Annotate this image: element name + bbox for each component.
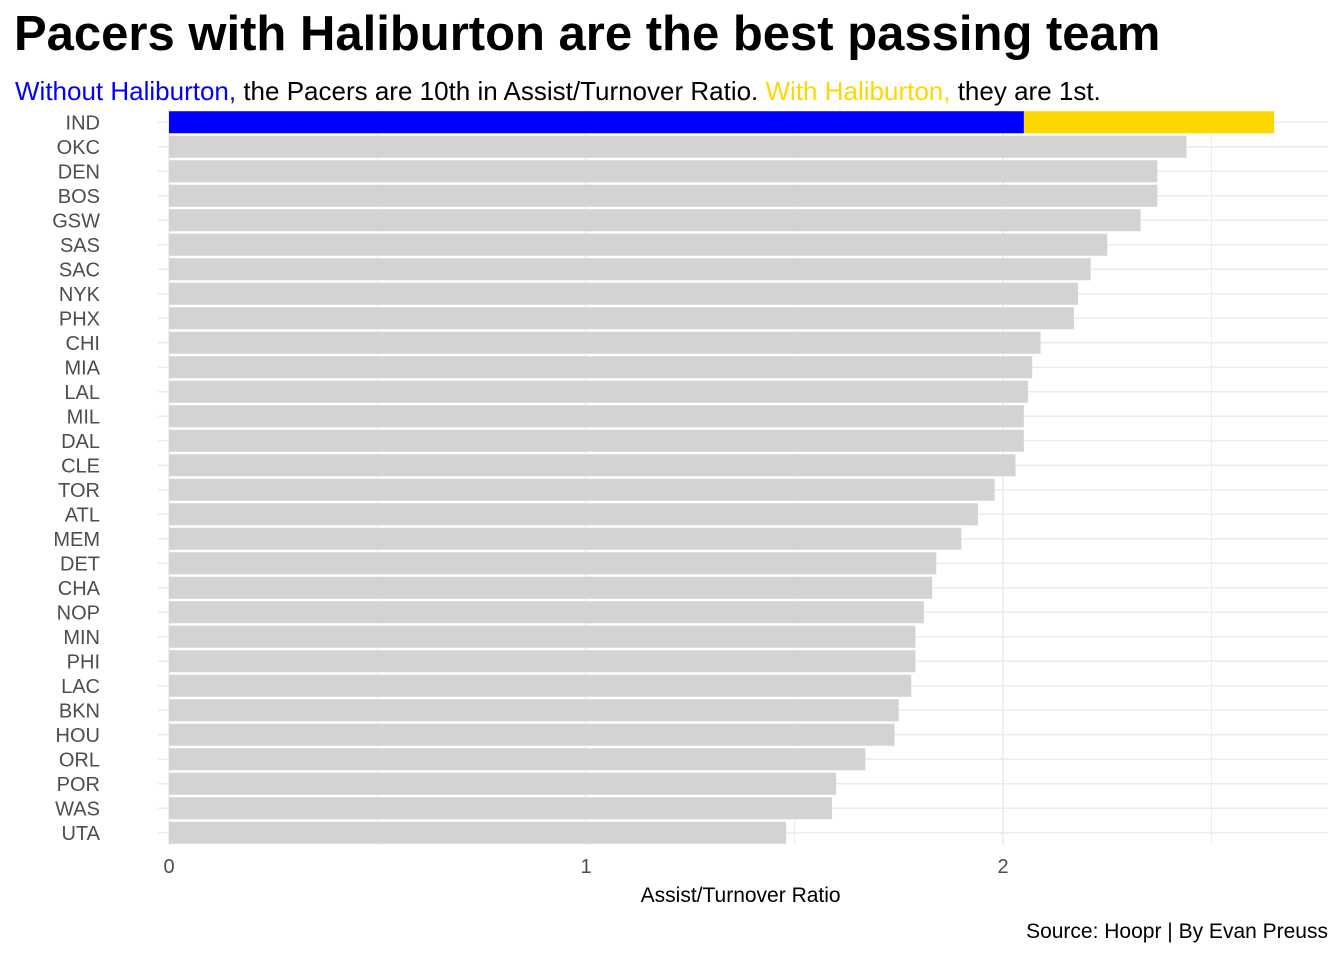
y-tick-label: SAS [60, 235, 100, 257]
y-tick-label: CHA [58, 578, 101, 600]
bar-mil [169, 405, 1024, 428]
bar-orl [169, 748, 866, 771]
y-tick-label: LAL [64, 382, 100, 404]
y-tick-label: MEM [53, 529, 100, 551]
bar-cha [169, 576, 933, 599]
y-tick-label: UTA [61, 823, 100, 845]
bar-hou [169, 723, 895, 746]
subtitle-with-label: With Haliburton, [765, 76, 951, 106]
y-tick-label: BKN [59, 700, 100, 722]
bar-nyk [169, 282, 1079, 305]
bar-mem [169, 527, 962, 550]
y-tick-label: CLE [61, 455, 100, 477]
bar-mia [169, 356, 1033, 379]
y-tick-label: OKC [57, 137, 100, 159]
chart-caption: Source: Hoopr | By Evan Preuss [1026, 920, 1328, 943]
y-tick-label: NYK [59, 284, 101, 306]
bar-with-haliburton [1023, 111, 1275, 134]
y-tick-label: ORL [59, 749, 100, 771]
subtitle-text-2: they are 1st. [950, 76, 1101, 106]
subtitle-text-1: the Pacers are 10th in Assist/Turnover R… [236, 76, 766, 106]
bar-uta [169, 821, 787, 844]
x-tick-label: 2 [997, 856, 1008, 878]
y-tick-label: MIA [64, 357, 100, 379]
bar-cle [169, 454, 1016, 477]
bar-por [169, 772, 837, 795]
bar-sac [169, 258, 1091, 281]
chart-title: Pacers with Haliburton are the best pass… [14, 7, 1161, 61]
y-tick-label: MIN [63, 627, 100, 649]
y-tick-label: DAL [61, 431, 100, 453]
y-tick-label: IND [66, 112, 100, 134]
bar-phx [169, 307, 1074, 330]
y-tick-label: GSW [52, 210, 100, 232]
bar-chi [169, 331, 1041, 354]
bar-atl [169, 503, 978, 526]
bar-gsw [169, 209, 1141, 232]
bar-den [169, 160, 1158, 183]
bar-lal [169, 380, 1029, 403]
bar-phi [169, 650, 916, 673]
y-tick-label: NOP [57, 602, 100, 624]
bar-det [169, 552, 937, 575]
x-axis-label: Assist/Turnover Ratio [641, 884, 841, 907]
y-tick-label: DEN [58, 161, 100, 183]
y-tick-label: HOU [56, 725, 100, 747]
y-tick-label: BOS [58, 186, 100, 208]
bar-nop [169, 601, 924, 624]
bar-dal [169, 429, 1024, 452]
bar-bos [169, 184, 1158, 207]
chart-subtitle: Without Haliburton, the Pacers are 10th … [15, 76, 1101, 107]
bar-bkn [169, 699, 899, 722]
x-tick-label: 0 [163, 856, 174, 878]
y-tick-label: WAS [55, 798, 100, 820]
y-tick-label: MIL [67, 406, 100, 428]
bar-sas [169, 233, 1108, 256]
y-tick-label: TOR [58, 480, 100, 502]
y-tick-label: ATL [65, 504, 100, 526]
bar-without-haliburton [169, 111, 1024, 134]
y-tick-label: DET [60, 553, 100, 575]
bar-lac [169, 674, 912, 697]
y-tick-label: PHI [67, 651, 100, 673]
bar-okc [169, 135, 1187, 158]
y-tick-label: LAC [61, 676, 100, 698]
bar-tor [169, 478, 995, 501]
bar-was [169, 797, 833, 820]
x-tick-label: 1 [580, 856, 591, 878]
y-tick-label: SAC [59, 259, 100, 281]
subtitle-without-label: Without Haliburton, [15, 76, 237, 106]
y-tick-label: PHX [59, 308, 100, 330]
y-tick-label: CHI [66, 333, 100, 355]
bar-min [169, 625, 916, 648]
y-tick-label: POR [57, 774, 100, 796]
